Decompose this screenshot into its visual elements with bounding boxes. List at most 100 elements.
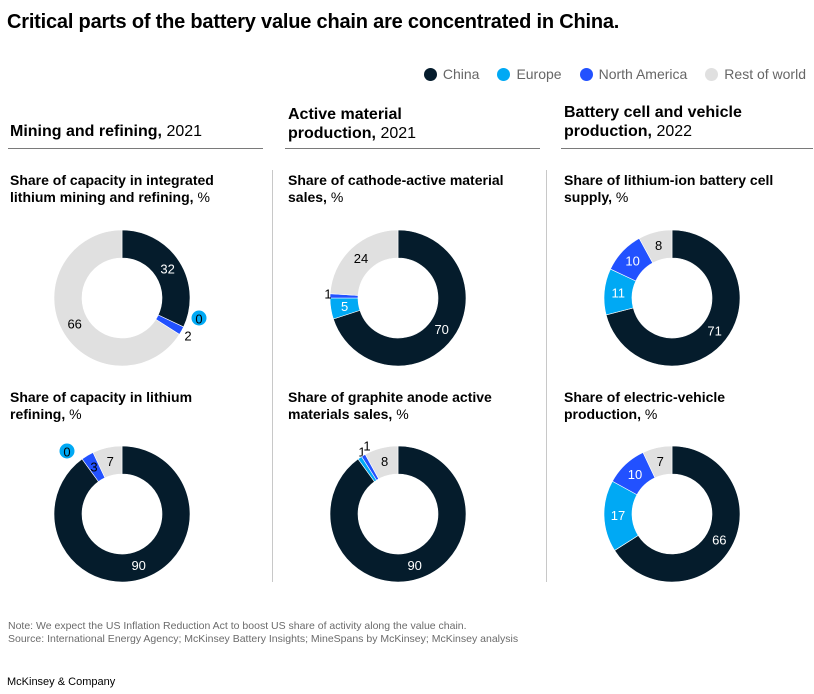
column-year: 2022 (656, 123, 693, 140)
subtitle-unit: % (644, 406, 658, 422)
subtitle-line2: sales, (288, 189, 327, 205)
data-label-rest-of-world: 7 (657, 454, 664, 469)
chart-subtitle: Share of cathode-active material sales, … (288, 172, 538, 206)
column-title-line1: Battery cell and vehicle (564, 104, 742, 121)
column-title-line2: production, (288, 125, 376, 142)
data-label-north-america: 2 (184, 329, 191, 344)
column-header-battery-cell: Battery cell and vehicle production, 202… (564, 103, 742, 141)
column-year: 2021 (380, 125, 417, 142)
donut-slice-rest-of-world (364, 445, 399, 480)
column-header-active-material: Active material production, 2021 (288, 105, 416, 143)
donut-slice-china (329, 445, 467, 583)
data-label-europe: 0 (195, 312, 202, 327)
brand-label: McKinsey & Company (7, 676, 116, 688)
legend-label-china: China (442, 66, 480, 82)
data-label-rest-of-world: 8 (381, 454, 388, 469)
source-text: Source: International Energy Agency; McK… (8, 633, 519, 645)
subtitle-line1: Share of capacity in lithium (10, 389, 193, 405)
donut-slice-rest-of-world (53, 229, 180, 367)
donut-chart-lithium-mining: 32 02 66 (53, 229, 207, 367)
data-label-china: 90 (131, 558, 145, 573)
donut-chart-cathode-sales: 70 51 24 (324, 229, 467, 367)
data-label-europe: 11 (611, 285, 625, 300)
donut-chart-battery-cell-supply: 71 11 10 8 (603, 229, 741, 367)
legend-label-europe: Europe (516, 66, 562, 82)
legend-item-europe: Europe (497, 66, 562, 82)
data-label-rest-of-world: 66 (67, 317, 81, 332)
data-label-north-america: 1 (363, 439, 370, 454)
data-label-europe: 5 (341, 299, 348, 314)
column-divider (546, 170, 547, 582)
donut-slice-china (121, 229, 191, 328)
subtitle-line1: Share of electric-vehicle (564, 389, 726, 405)
legend-swatch-china (423, 67, 437, 81)
donut-slice-rest-of-world (329, 229, 399, 296)
data-label-north-america: 3 (90, 460, 97, 475)
subtitle-line1: Share of graphite anode active (288, 389, 492, 405)
data-label-china: 70 (434, 322, 448, 337)
data-label-china: 90 (407, 558, 421, 573)
legend-swatch-north-america (579, 67, 593, 81)
subtitle-line2: refining, (10, 406, 66, 422)
donut-slice-china (53, 445, 191, 583)
subtitle-line2: materials sales, (288, 406, 393, 422)
legend: China Europe North America Rest of world (423, 66, 806, 82)
subtitle-line2: production, (564, 406, 641, 422)
data-label-china: 66 (712, 533, 726, 548)
donut-slice-china (332, 229, 467, 367)
subtitle-unit: % (615, 189, 629, 205)
data-label-china: 71 (707, 324, 721, 339)
chart-subtitle: Share of graphite anode active materials… (288, 389, 538, 423)
column-title: Mining and refining, (10, 123, 162, 140)
legend-item-china: China (423, 66, 480, 82)
donut-slice-rest-of-world (638, 229, 673, 264)
chart-title: Critical parts of the battery value chai… (7, 11, 620, 33)
column-header-mining: Mining and refining, 2021 (10, 122, 202, 141)
data-label-north-america: 10 (628, 467, 642, 482)
data-label-bubble-europe (191, 310, 207, 326)
subtitle-line1: Share of capacity in integrated (10, 172, 214, 188)
data-label-europe: 17 (611, 508, 625, 523)
subtitle-line1: Share of lithium-ion battery cell (564, 172, 774, 188)
data-label-north-america: 10 (625, 254, 639, 269)
legend-label-north-america: North America (598, 66, 688, 82)
subtitle-line1: Share of cathode-active material (288, 172, 504, 188)
chart-subtitle: Share of electric-vehicle production, % (564, 389, 814, 423)
legend-item-rest: Rest of world (705, 66, 806, 82)
donut-slice-china (614, 445, 741, 583)
donut-slice-rest-of-world (642, 445, 673, 479)
data-label-north-america: 1 (324, 287, 331, 302)
column-rule (285, 148, 540, 149)
column-rule (8, 148, 263, 149)
data-label-europe: 0 (63, 445, 70, 460)
subtitle-line2: supply, (564, 189, 612, 205)
column-rule (561, 148, 813, 149)
note-text: Note: We expect the US Inflation Reducti… (8, 620, 467, 632)
legend-item-north-america: North America (579, 66, 688, 82)
subtitle-line2: lithium mining and refining, (10, 189, 194, 205)
donut-chart-lithium-refining: 90 0 3 7 (53, 443, 191, 583)
legend-label-rest: Rest of world (724, 66, 806, 82)
subtitle-unit: % (396, 406, 409, 422)
column-divider (272, 170, 273, 582)
column-title-line1: Active material (288, 106, 402, 123)
subtitle-unit: % (330, 189, 344, 205)
data-label-rest-of-world: 8 (655, 238, 662, 253)
chart-subtitle: Share of capacity in lithium refining, % (10, 389, 260, 423)
data-label-china: 32 (160, 262, 174, 277)
donut-slice-china (605, 229, 741, 367)
donut-slice-rest-of-world (92, 445, 123, 479)
data-label-rest-of-world: 7 (107, 454, 114, 469)
chart-subtitle: Share of lithium-ion battery cell supply… (564, 172, 814, 206)
column-title-line2: production, (564, 123, 652, 140)
subtitle-unit: % (69, 406, 82, 422)
footnote: Note: We expect the US Inflation Reducti… (8, 620, 518, 646)
column-year: 2021 (166, 123, 203, 140)
chart-subtitle: Share of capacity in integrated lithium … (10, 172, 260, 206)
data-label-bubble-europe (59, 443, 75, 459)
subtitle-unit: % (197, 189, 210, 205)
donut-chart-ev-production: 66 17 10 7 (603, 445, 741, 583)
legend-swatch-rest (705, 67, 719, 81)
data-label-europe: 1 (358, 445, 365, 460)
